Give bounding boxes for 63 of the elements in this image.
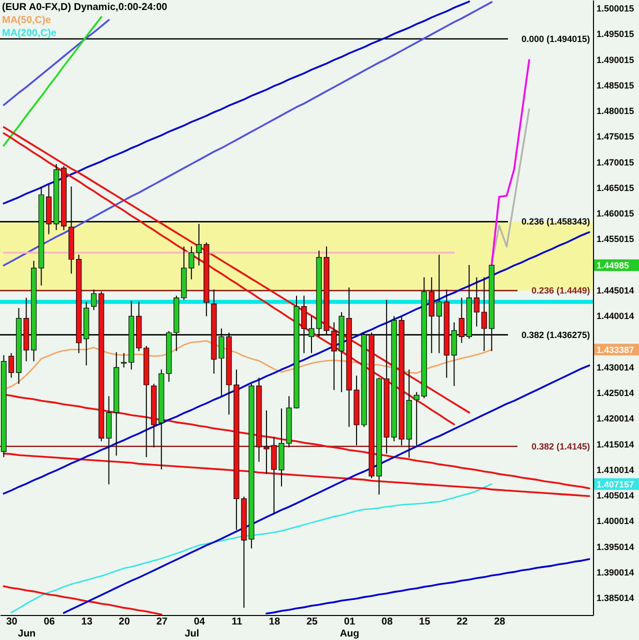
x-tick-label: 20: [118, 616, 130, 628]
y-tick-label: 1.433387: [596, 345, 634, 356]
ref-line-label: 0.382 (1.4145): [531, 441, 590, 452]
candlestick: [414, 392, 420, 446]
x-tick-label: 13: [81, 616, 93, 628]
x-tick-label: 06: [44, 616, 56, 628]
line-series: [62, 364, 590, 614]
candlestick: [91, 289, 97, 311]
x-tick-label: 28: [494, 616, 506, 628]
y-tick-label: 1.44985: [596, 260, 630, 271]
y-tick-label: 1.480015: [596, 106, 634, 116]
y-tick-label: 1.420014: [596, 414, 634, 424]
y-tick-label: 1.475015: [596, 132, 634, 142]
x-tick-label: 08: [382, 616, 394, 628]
y-tick-label: 1.425014: [596, 388, 634, 398]
line-series: [2, 0, 470, 204]
candlestick: [474, 276, 480, 327]
ref-line-label: 0.000 (1.494015): [521, 34, 590, 44]
line-series: [2, 1, 493, 266]
x-tick-label: 15: [419, 616, 431, 628]
x-tick-label: 30: [6, 616, 18, 628]
line-series: [2, 585, 162, 615]
text: MA(50,C)e: [2, 15, 52, 26]
y-tick-label: 1.390014: [596, 567, 634, 578]
candlestick: [121, 352, 127, 368]
y-tick-label: 1.485015: [596, 80, 634, 90]
y-tick-label: 1.440014: [596, 311, 634, 322]
y-tick-label: 1.500015: [596, 4, 634, 14]
y-tick-label: 1.495015: [596, 29, 634, 40]
ref-line-label: 0.382 (1.436275): [521, 330, 590, 340]
x-tick-label: 18: [268, 616, 280, 628]
y-tick-label: 1.410014: [596, 464, 634, 475]
y-tick-label: 1.490015: [596, 54, 634, 65]
candlestick: [188, 246, 194, 280]
y-tick-label: 1.407157: [596, 480, 634, 490]
x-tick-label: 27: [156, 616, 168, 628]
chart-title: (EUR A0-FX,D) Dynamic,0:00-24:00: [2, 2, 168, 13]
text: MA(200,C)e: [2, 28, 57, 39]
x-tick-label: 11: [232, 616, 243, 628]
y-tick-label: 1.395014: [596, 542, 634, 552]
x-tick-label: 04: [194, 616, 206, 628]
candlestick: [8, 352, 14, 378]
line-series: [2, 16, 102, 146]
x-tick-label: Jul: [184, 628, 200, 640]
x-tick-label: Jun: [18, 628, 36, 640]
y-tick-label: 1.445014: [596, 286, 634, 296]
y-tick-label: 1.415014: [596, 439, 634, 450]
y-tick-label: 1.460015: [596, 208, 634, 219]
ref-line-label: 0.236 (1.458343): [521, 216, 590, 227]
y-tick-label: 1.455015: [596, 234, 634, 244]
y-tick-label: 1.430014: [596, 362, 634, 372]
y-tick-label: 1.385014: [596, 593, 634, 604]
x-tick-label: 25: [306, 616, 318, 628]
ref-line-label: 0.236 (1.4449): [531, 286, 590, 296]
x-tick-label: 22: [456, 616, 468, 628]
line-series: [266, 558, 590, 614]
line-series: [10, 483, 492, 614]
line-series: [2, 231, 590, 494]
y-tick-label: 1.465015: [596, 183, 634, 193]
y-tick-label: 1.400014: [596, 516, 634, 526]
y-tick-label: 1.470015: [596, 157, 634, 168]
x-tick-label: 01 Aug: [340, 616, 360, 640]
y-tick-label: 1.405014: [596, 490, 634, 501]
